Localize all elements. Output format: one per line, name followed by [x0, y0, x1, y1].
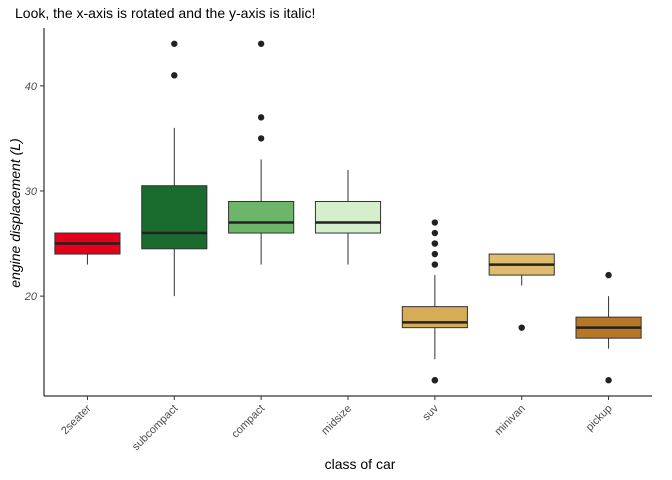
outlier-point — [171, 72, 178, 79]
box-group-subcompact — [141, 40, 208, 297]
x-axis-ticks: 2seater subcompact compact midsize suv miniva… — [59, 396, 615, 453]
plot-panel — [54, 40, 642, 384]
box-group-minivan — [488, 253, 555, 331]
box-group-pickup — [575, 271, 642, 384]
x-tick-label: subcompact — [130, 403, 180, 453]
x-tick-label: midsize — [319, 403, 354, 438]
x-tick-label: pickup — [584, 403, 615, 434]
x-tick-label: compact — [229, 403, 267, 441]
outlier-point — [257, 135, 265, 142]
outlier-point — [431, 261, 439, 268]
outlier-point — [431, 240, 439, 247]
y-axis-title: engine displacement (L) — [7, 138, 23, 287]
outlier-point — [431, 219, 439, 226]
outlier-point — [431, 377, 439, 384]
x-axis-title: class of car — [325, 456, 396, 472]
box — [401, 306, 468, 329]
outlier-point — [431, 250, 439, 258]
y-tick-label: 20 — [24, 291, 38, 303]
outlier-point — [431, 229, 439, 237]
y-tick-label: 30 — [25, 186, 38, 198]
x-tick-label: 2seater — [59, 402, 94, 437]
outlier-point — [605, 377, 612, 384]
y-axis-ticks: 20 30 40 — [24, 81, 44, 303]
box-group-suv — [401, 219, 468, 384]
box — [314, 200, 382, 234]
y-tick-label: 40 — [25, 81, 38, 93]
x-tick-label: minivan — [493, 403, 528, 438]
box-group-compact — [228, 40, 295, 265]
outlier-point — [518, 324, 525, 331]
outlier-point — [605, 271, 612, 279]
box — [228, 200, 295, 234]
outlier-point — [257, 114, 265, 121]
box — [141, 185, 208, 250]
box-group-midsize — [314, 169, 382, 265]
outlier-point — [257, 40, 265, 47]
outlier-point — [171, 40, 178, 47]
box-group-2seater — [54, 232, 121, 265]
chart-title: Look, the x-axis is rotated and the y-ax… — [15, 5, 315, 21]
x-tick-label: suv — [420, 402, 441, 423]
